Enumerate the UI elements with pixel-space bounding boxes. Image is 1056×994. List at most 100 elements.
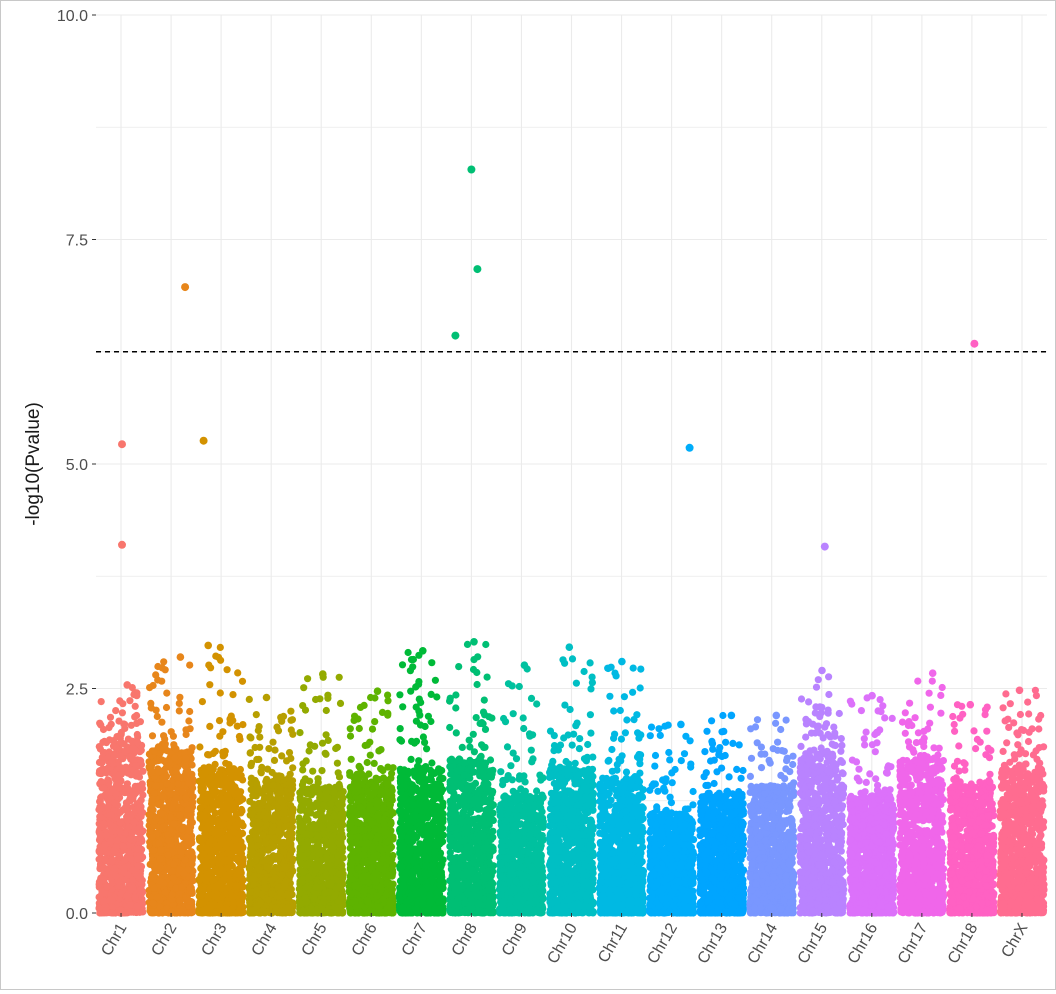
data-point: [109, 897, 116, 904]
data-point: [320, 898, 327, 905]
data-point: [225, 849, 232, 856]
data-point: [247, 749, 254, 756]
data-point: [210, 766, 217, 773]
data-point: [159, 909, 166, 916]
data-point: [269, 782, 276, 789]
data-point: [183, 769, 190, 776]
data-point: [319, 740, 326, 747]
data-point: [331, 812, 338, 819]
data-point: [208, 875, 215, 882]
data-point: [262, 778, 269, 785]
data-point: [176, 812, 183, 819]
data-point: [314, 775, 321, 782]
data-point: [312, 812, 319, 819]
data-point: [315, 859, 322, 866]
data-point: [100, 898, 107, 905]
data-point: [338, 861, 345, 868]
data-point: [226, 880, 233, 887]
data-point: [220, 752, 227, 759]
data-point: [256, 744, 263, 751]
data-point: [329, 843, 336, 850]
data-point: [253, 856, 260, 863]
data-point: [304, 838, 311, 845]
data-point: [125, 823, 132, 830]
data-point: [219, 728, 226, 735]
data-point: [135, 855, 142, 862]
data-point: [336, 908, 343, 915]
data-point: [324, 692, 331, 699]
data-point: [102, 791, 109, 798]
data-point: [170, 800, 177, 807]
data-point: [216, 717, 223, 724]
data-point: [100, 864, 107, 871]
data-point: [203, 844, 210, 851]
data-point: [108, 757, 115, 764]
data-point: [246, 899, 253, 906]
data-point: [305, 808, 312, 815]
data-point: [323, 731, 330, 738]
peak-point: [319, 670, 327, 678]
data-point: [196, 743, 203, 750]
data-point: [277, 789, 284, 796]
data-point: [246, 875, 253, 882]
data-point: [238, 909, 245, 916]
data-point: [135, 845, 142, 852]
data-point: [117, 891, 124, 898]
data-point: [108, 811, 115, 818]
data-point: [275, 727, 282, 734]
data-point: [336, 870, 343, 877]
data-point: [257, 899, 264, 906]
data-point: [183, 731, 190, 738]
data-point: [96, 798, 103, 805]
data-point: [233, 810, 240, 817]
data-point: [278, 752, 285, 759]
data-point: [339, 848, 346, 855]
data-point: [266, 797, 273, 804]
data-point: [111, 799, 118, 806]
data-point: [256, 723, 263, 730]
data-point: [275, 855, 282, 862]
data-point: [219, 836, 226, 843]
data-point: [180, 870, 187, 877]
data-point: [159, 664, 166, 671]
data-point: [326, 784, 333, 791]
data-point: [170, 861, 177, 868]
peak-point: [123, 681, 131, 689]
data-point: [154, 713, 161, 720]
data-point: [232, 791, 239, 798]
data-point: [137, 887, 144, 894]
data-point: [217, 853, 224, 860]
peak-point: [204, 642, 212, 650]
data-point: [176, 897, 183, 904]
data-point: [182, 763, 189, 770]
data-point: [302, 775, 309, 782]
data-point: [233, 871, 240, 878]
data-point: [102, 841, 109, 848]
data-point: [323, 854, 330, 861]
data-point: [265, 813, 272, 820]
data-point: [299, 878, 306, 885]
data-point: [336, 792, 343, 799]
data-point: [312, 867, 319, 874]
data-point: [176, 707, 183, 714]
data-point: [336, 781, 343, 788]
data-point: [273, 811, 280, 818]
data-point: [139, 908, 146, 915]
data-point: [323, 707, 330, 714]
data-point: [258, 764, 265, 771]
data-point: [148, 704, 155, 711]
data-point: [163, 773, 170, 780]
data-point: [327, 819, 334, 826]
data-point: [153, 815, 160, 822]
data-point: [116, 765, 123, 772]
data-point: [336, 833, 343, 840]
data-point: [237, 797, 244, 804]
data-point: [214, 882, 221, 889]
data-point: [168, 891, 175, 898]
data-point: [118, 739, 125, 746]
data-point: [116, 697, 123, 704]
data-point: [206, 859, 213, 866]
data-point: [137, 807, 144, 814]
data-point: [200, 899, 207, 906]
